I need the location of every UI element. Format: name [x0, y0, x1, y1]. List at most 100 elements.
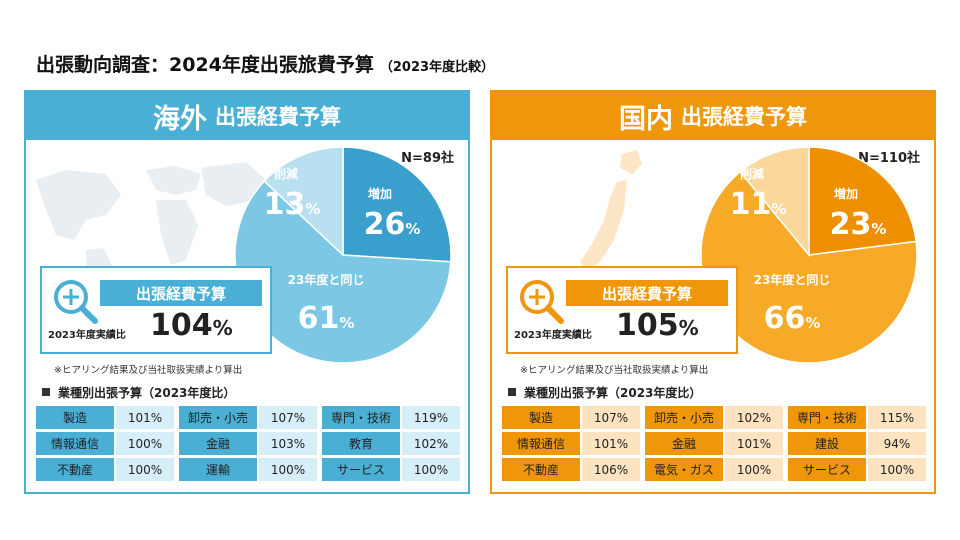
- industry-row: 教育 102%: [322, 432, 460, 455]
- industry-name: 不動産: [502, 458, 580, 481]
- industry-row: 製造 101%: [36, 406, 174, 429]
- industry-column: 専門・技術 115% 建設 94% サービス 100%: [788, 406, 926, 481]
- overseas-pie-value-label: 61%: [298, 301, 355, 336]
- industry-value: 100%: [868, 458, 926, 481]
- industry-column: 専門・技術 119% 教育 102% サービス 100%: [322, 406, 460, 481]
- industry-value: 101%: [725, 432, 783, 455]
- domestic-n-label: N=110社: [858, 151, 920, 166]
- domestic-title-main: 国内: [619, 103, 673, 135]
- industry-row: 情報通信 100%: [36, 432, 174, 455]
- industry-row: 専門・技術 119%: [322, 406, 460, 429]
- industry-column: 製造 107% 情報通信 101% 不動産 106%: [502, 406, 640, 481]
- domestic-budget-caption: 2023年度実績比: [514, 330, 592, 341]
- industry-row: 電気・ガス 100%: [645, 458, 783, 481]
- square-bullet-icon: [42, 388, 50, 396]
- domestic-pie-value-label: 66%: [764, 301, 821, 336]
- industry-name: 卸売・小売: [179, 406, 257, 429]
- magnifier-icon: [54, 280, 98, 324]
- domestic-panel-header: 国内 出張経費予算: [492, 92, 934, 140]
- domestic-budget-box: 出張経費予算 2023年度実績比 105%: [506, 266, 738, 354]
- overseas-pie-slice-2: [234, 180, 452, 364]
- domestic-panel: 国内 出張経費予算 N=110社 増加 23% 23年度と同じ 66% 削減 11% 出張…: [490, 90, 936, 494]
- industry-name: 情報通信: [502, 432, 580, 455]
- domestic-pie-slice-1: [808, 146, 917, 256]
- domestic-pie-value-label: 23%: [830, 207, 887, 242]
- industry-row: サービス 100%: [322, 458, 460, 481]
- industry-row: 不動産 100%: [36, 458, 174, 481]
- domestic-industry-grid: 製造 107% 情報通信 101% 不動産 106% 卸売・小売 102% 金融 101%…: [502, 406, 926, 481]
- overseas-budget-caption: 2023年度実績比: [48, 330, 126, 341]
- domestic-title-sub: 出張経費予算: [681, 105, 807, 129]
- industry-row: 情報通信 101%: [502, 432, 640, 455]
- industry-name: 不動産: [36, 458, 114, 481]
- overseas-pie-value-label: 13%: [264, 187, 321, 222]
- industry-column: 製造 101% 情報通信 100% 不動産 100%: [36, 406, 174, 481]
- overseas-note: ※ヒアリング結果及び当社取扱実績より算出: [54, 365, 243, 376]
- domestic-pie-category-label: 23年度と同じ: [754, 272, 831, 287]
- industry-value: 115%: [868, 406, 926, 429]
- domestic-industry-title-text: 業種別出張予算（2023年度比）: [524, 386, 702, 400]
- page-subtitle: （2023年度比較）: [379, 60, 495, 75]
- overseas-pie-category-label: 23年度と同じ: [288, 272, 365, 287]
- domestic-pie-value-label: 11%: [730, 187, 787, 222]
- industry-row: サービス 100%: [788, 458, 926, 481]
- industry-name: 電気・ガス: [645, 458, 723, 481]
- industry-name: 専門・技術: [322, 406, 400, 429]
- industry-name: サービス: [322, 458, 400, 481]
- industry-value: 119%: [402, 406, 460, 429]
- industry-name: 製造: [36, 406, 114, 429]
- industry-row: 建設 94%: [788, 432, 926, 455]
- domestic-note: ※ヒアリング結果及び当社取扱実績より算出: [520, 365, 709, 376]
- domestic-budget-value: 105%: [616, 308, 699, 343]
- magnifier-icon: [520, 280, 564, 324]
- overseas-budget-label: 出張経費予算: [100, 280, 262, 306]
- industry-value: 100%: [116, 458, 174, 481]
- industry-value: 94%: [868, 432, 926, 455]
- overseas-pie-chart: 増加 26% 23年度と同じ 61% 削減 13%: [234, 146, 452, 364]
- domestic-budget-unit: %: [678, 316, 699, 340]
- industry-column: 卸売・小売 102% 金融 101% 電気・ガス 100%: [645, 406, 783, 481]
- industry-row: 専門・技術 115%: [788, 406, 926, 429]
- overseas-industry-title-text: 業種別出張予算（2023年度比）: [58, 386, 236, 400]
- industry-name: 卸売・小売: [645, 406, 723, 429]
- domestic-industry-title: 業種別出張予算（2023年度比）: [508, 384, 701, 401]
- overseas-budget-number: 104: [150, 308, 213, 343]
- domestic-pie-slice-2: [700, 170, 918, 364]
- world-map-icon: [36, 162, 266, 315]
- domestic-pie-category-label: 削減: [740, 166, 764, 181]
- overseas-budget-value: 104%: [150, 308, 233, 343]
- overseas-budget-box: 出張経費予算 2023年度実績比 104%: [40, 266, 272, 354]
- overseas-industry-title: 業種別出張予算（2023年度比）: [42, 384, 235, 401]
- industry-value: 107%: [259, 406, 317, 429]
- overseas-pie-slice-1: [342, 146, 452, 263]
- industry-value: 100%: [259, 458, 317, 481]
- industry-value: 102%: [725, 406, 783, 429]
- industry-value: 100%: [116, 432, 174, 455]
- industry-value: 106%: [582, 458, 640, 481]
- overseas-pie-category-label: 増加: [368, 186, 392, 201]
- industry-name: サービス: [788, 458, 866, 481]
- industry-row: 製造 107%: [502, 406, 640, 429]
- industry-name: 運輸: [179, 458, 257, 481]
- overseas-pie-slice-3: [263, 146, 344, 257]
- industry-name: 金融: [645, 432, 723, 455]
- overseas-n-label: N=89社: [401, 151, 454, 166]
- square-bullet-icon: [508, 388, 516, 396]
- industry-value: 101%: [582, 432, 640, 455]
- domestic-budget-label: 出張経費予算: [566, 280, 728, 306]
- industry-name: 教育: [322, 432, 400, 455]
- industry-value: 101%: [116, 406, 174, 429]
- industry-value: 100%: [402, 458, 460, 481]
- domestic-pie-chart: 増加 23% 23年度と同じ 66% 削減 11%: [700, 146, 918, 364]
- industry-value: 102%: [402, 432, 460, 455]
- overseas-title-main: 海外: [153, 103, 207, 135]
- industry-name: 専門・技術: [788, 406, 866, 429]
- overseas-pie-category-label: 削減: [274, 166, 298, 181]
- industry-row: 運輸 100%: [179, 458, 317, 481]
- overseas-panel-header: 海外 出張経費予算: [26, 92, 468, 140]
- overseas-industry-grid: 製造 101% 情報通信 100% 不動産 100% 卸売・小売 107% 金融 103%…: [36, 406, 460, 481]
- page-title-main: 出張動向調査：2024年度出張旅費予算: [36, 54, 374, 76]
- industry-name: 製造: [502, 406, 580, 429]
- industry-value: 107%: [582, 406, 640, 429]
- industry-column: 卸売・小売 107% 金融 103% 運輸 100%: [179, 406, 317, 481]
